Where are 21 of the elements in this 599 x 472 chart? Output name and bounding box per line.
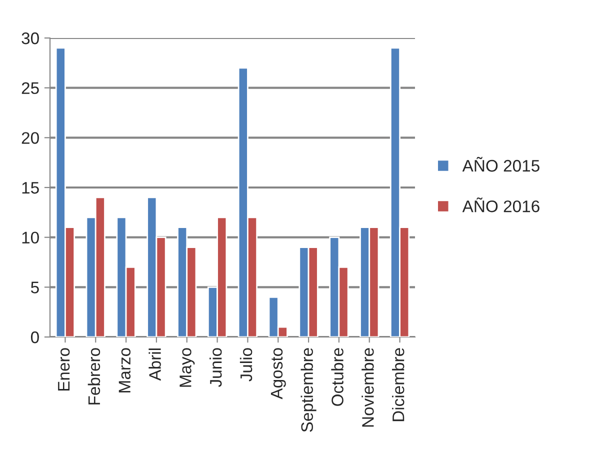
y-tick-label: 20 (22, 132, 39, 144)
y-tick-label: 5 (30, 282, 39, 294)
x-tick-label: Marzo (118, 348, 131, 392)
y-tick-label: 15 (22, 182, 39, 194)
x-tick-label: Junio (210, 348, 222, 387)
y-tick-label: 0 (30, 331, 39, 344)
y-tick-label: 10 (22, 232, 39, 244)
x-tick-label: Noviembre (362, 348, 374, 427)
x-tick-label: Octubre (331, 348, 344, 406)
x-tick-label: Julio (240, 348, 252, 382)
x-tick-label: Agosto (270, 348, 286, 400)
x-tick-label: Enero (58, 348, 70, 391)
y-tick-label: 30 (22, 32, 39, 44)
x-tick-label: Septiembre (300, 348, 316, 432)
x-tick-label: Mayo (180, 348, 195, 387)
y-tick-label: 25 (22, 82, 39, 94)
legend-label: AÑO 2015 (462, 156, 540, 172)
legend-label: AÑO 2016 (462, 197, 540, 212)
x-tick-label: Diciembre (392, 348, 404, 422)
x-tick-label: Abril (148, 348, 161, 381)
x-tick-label: Febrero (88, 348, 100, 404)
